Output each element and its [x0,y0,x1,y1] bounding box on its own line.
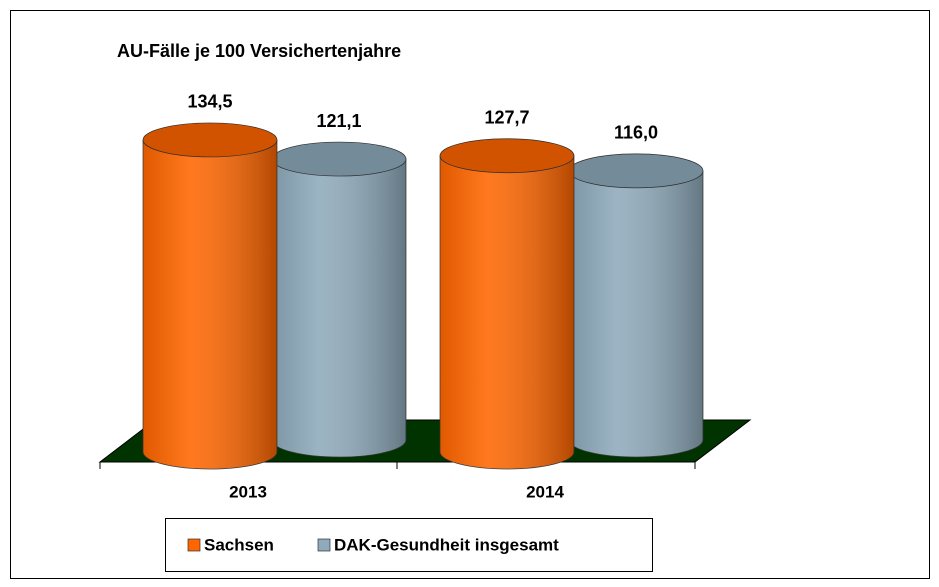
cylinder-top-shading [440,138,574,173]
value-label: 134,5 [187,92,232,112]
value-label: 116,0 [614,123,658,143]
legend-swatch [187,538,201,552]
value-label: 121,1 [316,111,361,131]
cylinder-shading [569,170,703,457]
value-label: 127,7 [484,107,529,127]
cylinder-shading [272,159,406,457]
cylinder-top-shading [272,142,406,177]
cylinder-top-shading [569,153,703,188]
legend [165,518,653,572]
legend-label: Sachsen [204,535,274,554]
cylinder-shading [440,155,574,469]
x-tick-label: 2013 [229,482,267,501]
legend-swatch [317,538,331,552]
cylinder-shading [143,139,277,469]
chart-title: AU-Fälle je 100 Versichertenjahre [117,41,401,61]
x-tick-label: 2014 [526,482,564,501]
cylinder-top [439,138,575,174]
cylinder-top [142,122,278,158]
cylinder-top-shading [143,122,277,157]
legend-label: DAK-Gesundheit insgesamt [334,535,559,554]
